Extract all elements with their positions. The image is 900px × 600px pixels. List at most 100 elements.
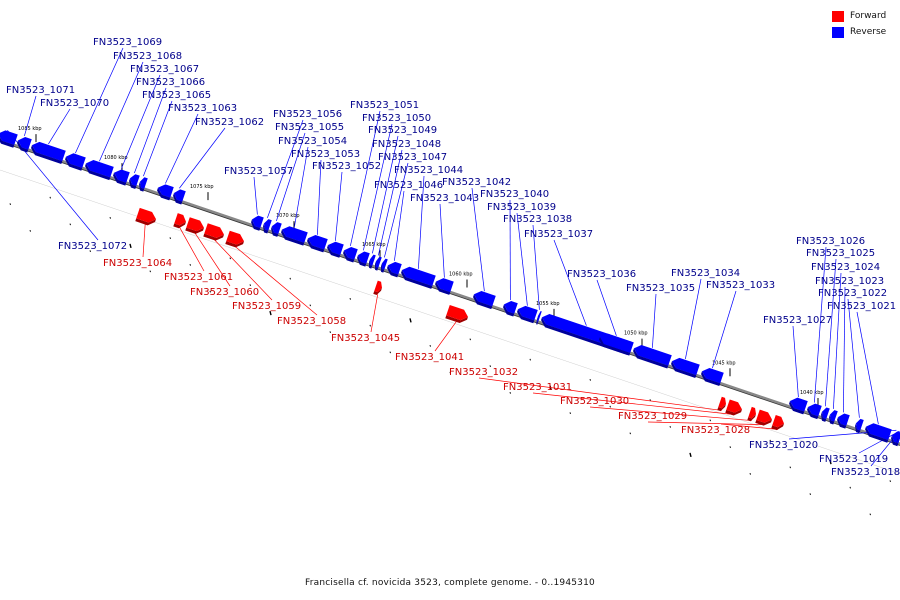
gene-fn3523-1049[interactable] (367, 254, 376, 269)
gene-arrow[interactable] (700, 366, 724, 384)
gene-fn3523-1034[interactable] (669, 356, 700, 378)
gene-arrow[interactable] (896, 432, 900, 444)
gene-arrow[interactable] (516, 304, 538, 321)
gene-arrow[interactable] (0, 128, 18, 145)
gene-arrow[interactable] (374, 280, 384, 293)
gene-arrow[interactable] (718, 396, 728, 409)
gene-fn3523-1043[interactable] (433, 276, 454, 295)
gene-arrow[interactable] (756, 409, 774, 425)
gene-fn3523-1038[interactable] (535, 310, 542, 325)
gene-fn3523-1046[interactable] (385, 260, 402, 278)
gene-fn3523-1020[interactable] (889, 430, 900, 447)
gene-fn3523-1062[interactable] (171, 188, 186, 205)
gene-arrow[interactable] (368, 254, 376, 266)
gene-arrow[interactable] (434, 276, 454, 293)
gene-fn3523-1057[interactable] (249, 214, 264, 231)
gene-arrow[interactable] (854, 418, 864, 431)
gene-arrow[interactable] (270, 221, 282, 235)
gene-fn3523-1041[interactable] (445, 304, 470, 325)
gene-fn3523-1047[interactable] (379, 258, 388, 273)
gene-fn3523-1069[interactable] (63, 151, 86, 171)
gene-arrow[interactable] (226, 230, 246, 247)
gene-fn3523-1070[interactable] (29, 140, 66, 164)
gene-arrow[interactable] (186, 217, 206, 233)
gene-fn3523-1060[interactable] (185, 217, 205, 236)
gene-arrow[interactable] (306, 233, 328, 250)
gene-fn3523-1033[interactable] (699, 366, 724, 387)
gene-arrow[interactable] (502, 299, 518, 314)
gene-fn3523-1031[interactable] (725, 399, 743, 417)
gene-arrow[interactable] (828, 409, 838, 422)
gene-arrow[interactable] (374, 256, 382, 268)
gene-arrow[interactable] (204, 223, 226, 239)
gene-arrow[interactable] (788, 396, 808, 412)
gene-fn3523-1065[interactable] (137, 176, 148, 192)
gene-arrow[interactable] (748, 406, 758, 419)
gene-arrow[interactable] (536, 310, 542, 322)
gene-arrow[interactable] (250, 214, 264, 228)
gene-fn3523-1030[interactable] (747, 406, 758, 422)
gene-arrow[interactable] (156, 182, 174, 198)
gene-fn3523-1059[interactable] (203, 223, 225, 242)
gene-arrow[interactable] (342, 245, 358, 260)
gene-fn3523-1061[interactable] (173, 213, 187, 230)
gene-arrow[interactable] (138, 176, 148, 189)
gene-fn3523-1048[interactable] (373, 256, 382, 271)
gene-arrow[interactable] (30, 140, 66, 162)
gene-fn3523-1051[interactable] (341, 245, 358, 263)
gene-arrow[interactable] (726, 399, 744, 414)
gene-fn3523-1035[interactable] (631, 343, 672, 369)
gene-fn3523-1022[interactable] (853, 418, 864, 434)
gene-fn3523-1064[interactable] (135, 207, 158, 227)
gene-arrow[interactable] (820, 407, 830, 419)
gene-arrow[interactable] (174, 213, 188, 227)
gene-arrow[interactable] (136, 207, 158, 224)
gene-fn3523-1058[interactable] (225, 230, 246, 250)
gene-arrow[interactable] (670, 356, 700, 376)
gene-arrow[interactable] (262, 218, 272, 231)
gene-fn3523-1027[interactable] (787, 396, 808, 415)
gene-arrow[interactable] (598, 332, 634, 353)
gene-fn3523-1055[interactable] (269, 221, 282, 237)
gene-fn3523-1045[interactable] (373, 280, 384, 296)
gene-arrow[interactable] (890, 430, 900, 444)
gene-arrow[interactable] (64, 151, 86, 168)
gene-arrow[interactable] (864, 421, 892, 440)
gene-fn3523-1068[interactable] (83, 158, 114, 181)
gene-fn3523-1053[interactable] (305, 233, 328, 253)
gene-fn3523-1040[interactable] (501, 299, 518, 317)
gene-fn3523-1032[interactable] (717, 396, 728, 412)
gene-fn3523-1029[interactable] (755, 409, 774, 428)
gene-arrow[interactable] (128, 173, 140, 187)
gene-fn3523-1050[interactable] (355, 250, 370, 267)
gene-fn3523-1025[interactable] (819, 407, 830, 422)
gene-fn3523-1023[interactable] (835, 412, 850, 429)
gene-fn3523-1021[interactable] (863, 421, 892, 443)
gene-arrow[interactable] (84, 158, 114, 178)
gene-fn3523-1024[interactable] (827, 409, 838, 425)
gene-arrow[interactable] (356, 250, 370, 264)
gene-arrow[interactable] (16, 135, 32, 150)
gene-arrow[interactable] (112, 168, 130, 183)
gene-fn3523-1018[interactable] (895, 432, 900, 447)
gene-arrow[interactable] (472, 289, 496, 307)
gene-arrow[interactable] (386, 260, 402, 275)
gene-fn3523-1026[interactable] (805, 402, 822, 420)
gene-arrow[interactable] (172, 188, 186, 202)
gene-fn3523-1028[interactable] (771, 414, 785, 432)
gene-arrow[interactable] (446, 304, 470, 322)
gene-fn3523-1054[interactable] (279, 224, 308, 246)
gene-arrow[interactable] (280, 224, 308, 243)
gene-fn3523-1044[interactable] (399, 265, 436, 289)
gene-fn3523-1071[interactable] (15, 135, 32, 153)
gene-fn3523-1056[interactable] (261, 218, 272, 234)
gene-arrow[interactable] (836, 412, 850, 426)
gene-fn3523-1036[interactable] (597, 332, 634, 356)
gene-fn3523-1052[interactable] (325, 240, 344, 258)
gene-fn3523-1063[interactable] (155, 182, 174, 201)
gene-arrow[interactable] (380, 258, 388, 270)
gene-arrow[interactable] (806, 402, 822, 417)
gene-fn3523-1042[interactable] (471, 289, 496, 310)
gene-fn3523-1072[interactable] (0, 128, 18, 148)
gene-arrow[interactable] (400, 265, 436, 287)
